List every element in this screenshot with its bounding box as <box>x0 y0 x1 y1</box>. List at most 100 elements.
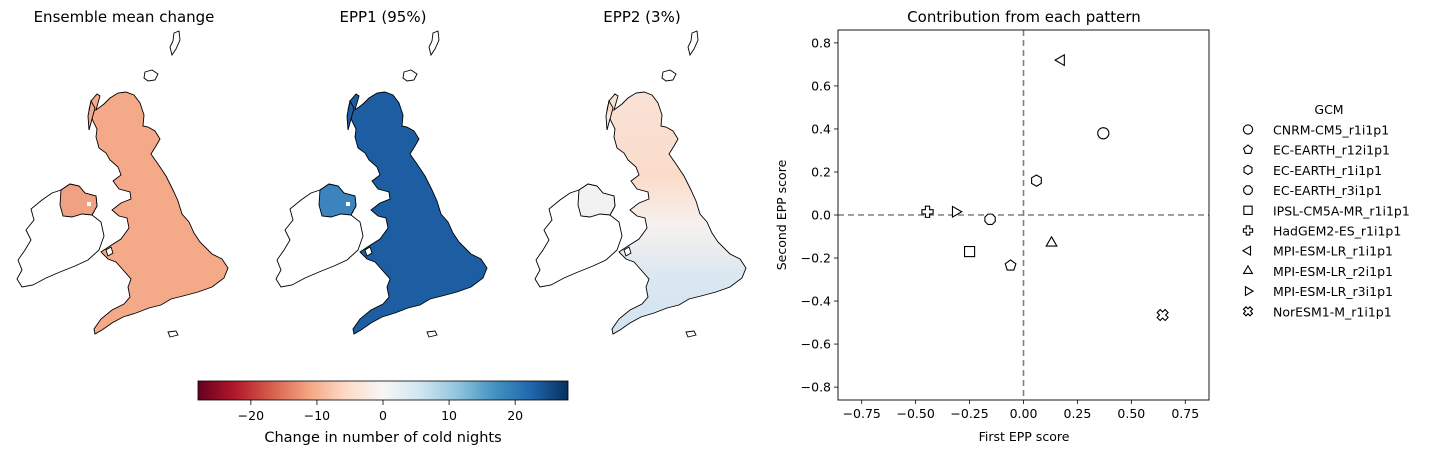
reference-lines <box>838 30 1209 400</box>
orkney-outline <box>661 69 677 82</box>
y-tick-label: −0.8 <box>801 380 831 395</box>
x-axis-label: First EPP score <box>979 429 1070 444</box>
legend-marker-triangle-up <box>1242 264 1254 274</box>
northern-ireland-region <box>318 183 357 218</box>
legend-items: CNRM-CM5_r1i1p1 EC-EARTH_r12i1p1 EC-EARTH_… <box>1241 123 1410 319</box>
data-point-square <box>963 245 976 258</box>
legend-label: IPSL-CM5A-MR_r1i1p1 <box>1273 203 1410 218</box>
legend-label: EC-EARTH_r1i1p1 <box>1273 163 1382 178</box>
legend: GCM CNRM-CM5_r1i1p1 EC-EARTH_r12i1p1 EC-EA… <box>1241 102 1410 319</box>
legend-label: EC-EARTH_r12i1p1 <box>1273 143 1390 158</box>
legend-marker-circle <box>1242 124 1254 135</box>
y-tick-label: −0.2 <box>801 251 831 266</box>
legend-label: HadGEM2-ES_r1i1p1 <box>1273 224 1401 239</box>
colorbar-tick-label: −10 <box>304 408 330 423</box>
legend-label: CNRM-CM5_r1i1p1 <box>1273 123 1389 138</box>
legend-marker-x-filled <box>1242 306 1254 317</box>
orkney-outline <box>402 69 418 82</box>
shetland-outline <box>687 30 699 57</box>
data-point-triangle-right <box>951 205 963 219</box>
isle-of-man-outline <box>105 246 114 257</box>
scatter-title: Contribution from each pattern <box>907 8 1141 26</box>
y-tick-label: 0.4 <box>811 121 831 136</box>
colorbar-tick-label: −20 <box>238 408 264 423</box>
great-britain-region <box>88 91 229 335</box>
uk-map <box>16 30 229 338</box>
colorbar-gradient <box>197 380 569 401</box>
colorbar-tick-label: 0 <box>379 408 387 423</box>
y-tick-label: −0.4 <box>801 294 831 309</box>
colorbar-tick-label: 20 <box>507 408 523 423</box>
isle-of-wight-outline <box>685 330 697 338</box>
map-panel-ensemble-mean: Ensemble mean change <box>16 8 229 338</box>
hebrides-outline <box>605 99 614 131</box>
data-point-pentagon <box>1004 259 1017 271</box>
x-axis-ticks: −0.75 −0.50 −0.25 0.00 0.25 0.50 0.75 <box>843 400 1199 421</box>
legend-label: MPI-ESM-LR_r1i1p1 <box>1273 244 1393 259</box>
map-panel-epp1: EPP1 (95%) <box>275 8 488 338</box>
x-tick-label: 0.00 <box>1010 406 1038 421</box>
legend-label: MPI-ESM-LR_r2i1p1 <box>1273 264 1393 279</box>
legend-marker-pentagon <box>1242 144 1254 154</box>
isle-of-wight-outline <box>167 330 179 338</box>
legend-label: NorESM1-M_r1i1p1 <box>1273 304 1392 319</box>
legend-title: GCM <box>1314 102 1343 117</box>
legend-marker-hexagon <box>1243 164 1253 176</box>
data-point-x-filled <box>1156 308 1169 322</box>
colorbar: −20 −10 0 10 20 Change in number of cold nig… <box>197 380 569 446</box>
legend-marker-square <box>1243 205 1253 215</box>
northern-ireland-region <box>59 183 98 218</box>
x-tick-label: −0.25 <box>950 406 988 421</box>
x-tick-label: 0.25 <box>1064 406 1092 421</box>
y-tick-label: 0.2 <box>811 164 831 179</box>
legend-label: EC-EARTH_r3i1p1 <box>1273 183 1382 198</box>
legend-marker-octagon <box>1243 185 1253 195</box>
isle-of-wight-outline <box>426 330 438 338</box>
northern-ireland-region <box>577 183 616 218</box>
map-title: Ensemble mean change <box>34 8 215 26</box>
x-tick-label: 0.50 <box>1117 406 1145 421</box>
great-britain-region <box>606 91 747 335</box>
y-axis-label: Second EPP score <box>774 159 789 270</box>
data-point-triangle-up <box>1045 235 1058 247</box>
data-point-triangle-left <box>1053 53 1065 67</box>
colorbar-label: Change in number of cold nights <box>264 430 501 446</box>
data-point-circle <box>1097 127 1110 140</box>
legend-marker-triangle-right <box>1244 285 1255 297</box>
legend-label: MPI-ESM-LR_r3i1p1 <box>1273 284 1393 299</box>
missing-data-cell <box>354 210 358 214</box>
shetland-outline <box>428 30 440 57</box>
y-tick-label: 0.6 <box>811 78 831 93</box>
legend-marker-triangle-left <box>1241 245 1252 257</box>
missing-data-cell <box>346 202 350 206</box>
data-point-hexagon <box>1031 174 1042 187</box>
orkney-outline <box>143 69 159 82</box>
legend-marker-plus <box>1242 225 1254 236</box>
data-point-octagon <box>984 213 996 226</box>
isle-of-man-outline <box>364 246 373 257</box>
x-tick-label: 0.75 <box>1171 406 1199 421</box>
data-point-plus <box>921 205 934 218</box>
uk-map <box>275 30 488 338</box>
shetland-outline <box>169 30 181 57</box>
map-title: EPP1 (95%) <box>340 8 427 26</box>
data-points <box>921 53 1169 322</box>
colorbar-tick-label: 10 <box>441 408 457 423</box>
x-tick-label: −0.50 <box>896 406 934 421</box>
hebrides-outline <box>87 99 96 131</box>
y-tick-label: 0.0 <box>811 208 831 223</box>
y-axis-ticks: 0.8 0.6 0.4 0.2 0.0 −0.2 −0.4 −0.6 −0.8 <box>801 35 838 395</box>
y-tick-label: −0.6 <box>801 337 831 352</box>
great-britain-region <box>347 91 488 335</box>
map-panel-epp2: EPP2 (3%) <box>534 8 747 338</box>
scatter-plot: Contribution from each pattern −0.75 −0.5… <box>774 8 1210 444</box>
uk-map <box>534 30 747 338</box>
colorbar-ticks: −20 −10 0 10 20 <box>238 400 523 423</box>
missing-data-cell <box>95 210 99 214</box>
hebrides-outline <box>346 99 355 131</box>
y-tick-label: 0.8 <box>811 35 831 50</box>
map-title: EPP2 (3%) <box>603 8 680 26</box>
isle-of-man-outline <box>623 246 632 257</box>
x-tick-label: −0.75 <box>843 406 881 421</box>
